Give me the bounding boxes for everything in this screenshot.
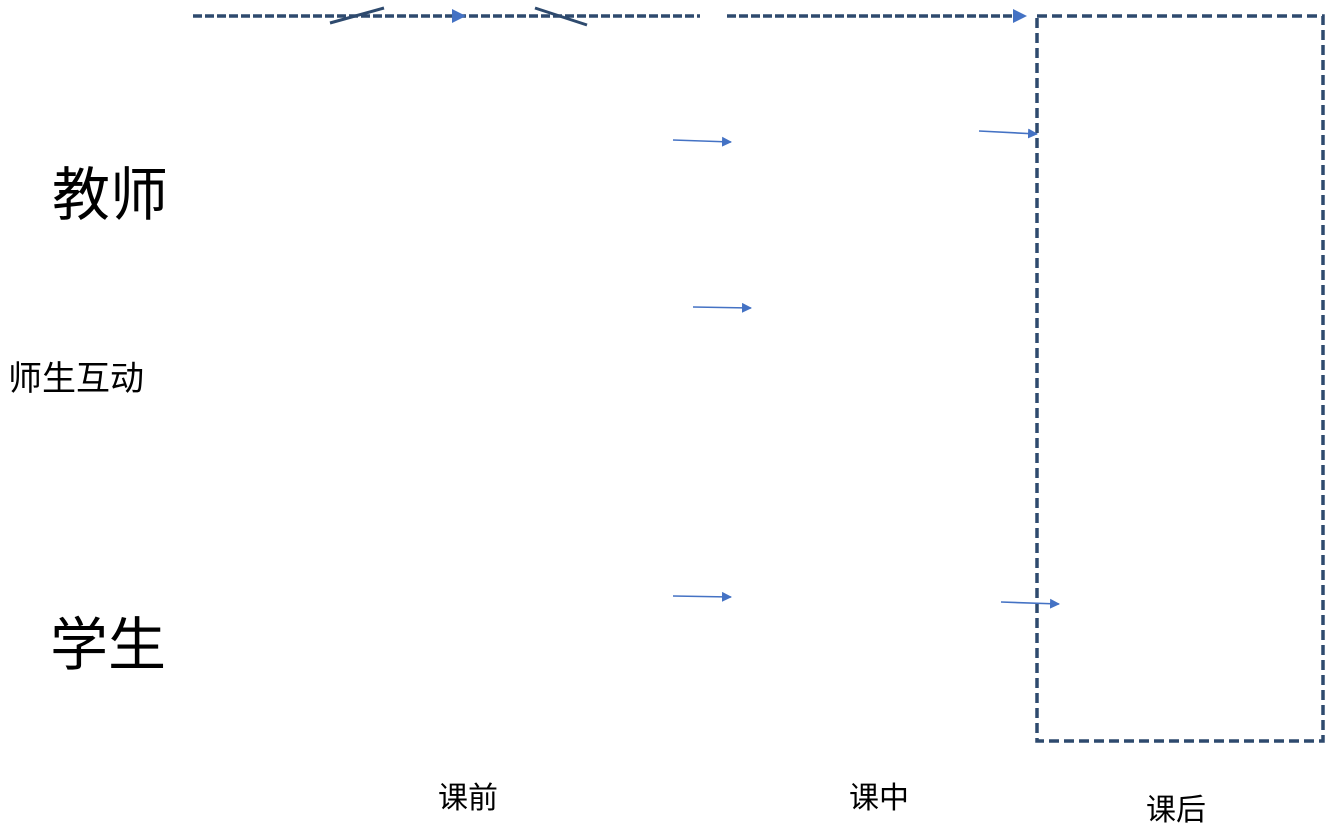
row-label-teacher: 教师	[52, 161, 169, 229]
phase-label-during-class: 课中	[849, 781, 909, 816]
top-line-cross-mark-1	[329, 6, 385, 25]
arrow-interaction-before-to-during	[692, 302, 752, 313]
row-label-interaction: 师生互动	[8, 359, 144, 399]
arrow-teacher-during-to-after	[978, 128, 1038, 139]
arrow-student-before-to-during	[672, 591, 732, 602]
arrow-teacher-before-to-during	[672, 136, 732, 147]
arrow-student-during-to-after	[1000, 598, 1060, 609]
top-line-arrowhead-2	[1013, 9, 1027, 23]
top-line-arrowhead-1	[452, 9, 466, 23]
top-line-cross-mark-2	[534, 6, 588, 27]
phase-label-after-class: 课后	[1146, 793, 1206, 828]
row-label-student: 学生	[50, 611, 167, 679]
after-class-dashed-box	[1035, 14, 1325, 743]
phase-label-before-class: 课前	[438, 781, 498, 816]
